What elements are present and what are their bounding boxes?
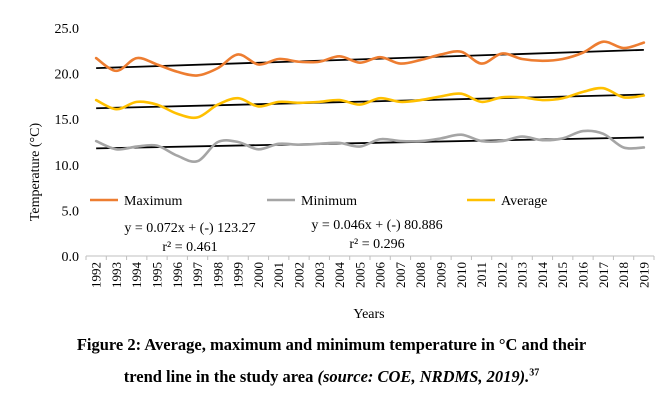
x-tick-label: 2019 (636, 262, 651, 288)
x-tick-label: 2010 (454, 262, 469, 288)
x-tick-label: 1999 (231, 262, 246, 288)
figure-caption-line2: trend line in the study area (source: CO… (0, 367, 663, 387)
x-axis-label: Years (353, 307, 384, 322)
x-tick-label: 2011 (474, 262, 489, 288)
trend-r2-minimum: r² = 0.296 (349, 237, 404, 252)
series-line-maximum (94, 40, 646, 77)
caption-text: trend line in the study area (123, 367, 318, 386)
x-tick-label: 1994 (129, 262, 144, 289)
x-tick-label: 2013 (515, 262, 530, 288)
legend-label-maximum: Maximum (124, 194, 182, 209)
x-tick-label: 2004 (332, 262, 347, 289)
x-tick-label: 1993 (109, 262, 124, 288)
x-tick-label: 1998 (210, 262, 225, 288)
y-tick-label: 0.0 (62, 250, 80, 265)
x-tick-label: 2000 (251, 262, 266, 288)
y-tick-label: 25.0 (55, 22, 80, 37)
caption-reference: 37 (529, 367, 540, 379)
y-tick-label: 15.0 (55, 113, 80, 128)
x-tick-label: 2003 (312, 262, 327, 288)
x-tick-label: 2009 (434, 262, 449, 288)
caption-source: (source: COE, NRDMS, 2019). (317, 367, 530, 386)
trend-equation-maximum: y = 0.072x + (-) 123.27 (124, 221, 255, 236)
legend-label-average: Average (501, 194, 547, 209)
x-tick-label: 2015 (555, 262, 570, 288)
trend-equation-minimum: y = 0.046x + (-) 80.886 (311, 218, 442, 233)
x-tick-label: 2017 (596, 262, 611, 289)
x-tick-label: 2012 (494, 262, 509, 288)
y-tick-label: 20.0 (55, 68, 80, 83)
legend: Maximum Minimum Average y = 0.072x + (-) 12… (90, 194, 547, 255)
y-tick-label: 10.0 (55, 159, 80, 174)
chart-axes: 0.0 5.0 10.0 15.0 20.0 25.0 1992 1993 1994 1995 19… (55, 22, 655, 288)
series-line-average (94, 86, 646, 120)
y-tick-label: 5.0 (62, 204, 80, 219)
x-tick-label: 2005 (352, 262, 367, 288)
data-series (94, 40, 646, 163)
x-tick-label: 2006 (373, 262, 388, 289)
series-line-minimum (94, 129, 646, 163)
x-tick-label: 1995 (150, 262, 165, 288)
temperature-line-chart: 0.0 5.0 10.0 15.0 20.0 25.0 1992 1993 1994 1995 19… (28, 22, 655, 322)
x-tick-label: 1992 (89, 262, 104, 288)
legend-label-minimum: Minimum (301, 194, 357, 209)
x-tick-label: 2007 (393, 262, 408, 289)
x-tick-label: 1996 (170, 262, 185, 289)
x-tick-label: 2016 (576, 262, 591, 289)
x-tick-label: 2001 (271, 262, 286, 288)
trend-r2-maximum: r² = 0.461 (162, 240, 217, 255)
x-tick-label: 2018 (616, 262, 631, 288)
x-tick-label: 2014 (535, 262, 550, 289)
x-tick-label: 2008 (413, 262, 428, 288)
x-tick-label: 1997 (190, 262, 205, 289)
y-axis-label: Temperature (°C) (28, 123, 43, 222)
figure-caption-line1: Figure 2: Average, maximum and minimum t… (76, 335, 587, 354)
x-tick-label: 2002 (292, 262, 307, 288)
